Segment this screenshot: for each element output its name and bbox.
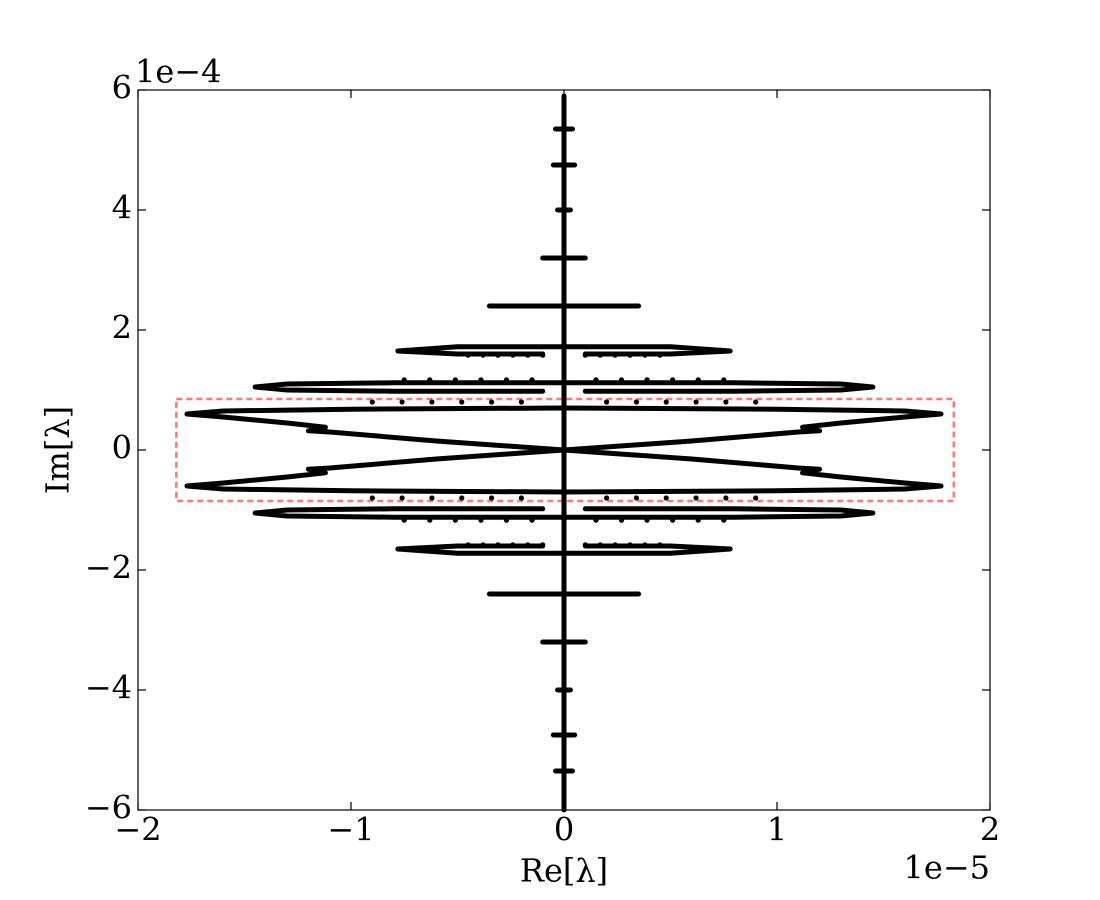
eigenvalue-point bbox=[452, 517, 458, 523]
eigenvalue-point bbox=[723, 495, 729, 501]
eigenvalue-point bbox=[753, 399, 759, 405]
y-tick-label: 2 bbox=[112, 309, 132, 347]
eigenvalue-point bbox=[627, 542, 633, 548]
eigenvalue-point bbox=[495, 542, 501, 548]
eigenvalue-point bbox=[369, 399, 375, 405]
x-tick-label: 0 bbox=[554, 811, 574, 849]
eigenvalue-point bbox=[633, 495, 640, 501]
y-axis-label: Im[λ] bbox=[39, 406, 77, 494]
eigenvalue-point bbox=[695, 377, 701, 383]
eigenvalue-point bbox=[399, 495, 405, 501]
eigenvalue-point bbox=[597, 542, 603, 548]
eigenvalue-point bbox=[657, 542, 663, 548]
eigenvalue-point bbox=[401, 517, 407, 523]
eigenvalue-point bbox=[642, 542, 648, 548]
eigenvalue-point bbox=[525, 352, 531, 358]
eigenvalue-point bbox=[540, 352, 546, 358]
eigenvalue-point bbox=[429, 399, 435, 405]
eigenvalue-point bbox=[518, 399, 525, 405]
eigenvalue-point bbox=[369, 495, 375, 501]
eigenvalue-point bbox=[459, 399, 465, 405]
eigenvalue-point bbox=[642, 352, 648, 358]
eigenvalue-point bbox=[670, 517, 676, 523]
eigenvalue-point bbox=[721, 517, 727, 523]
eigenvalue-point bbox=[518, 495, 525, 501]
eigenvalue-point bbox=[429, 495, 435, 501]
eigenvalue-point bbox=[465, 542, 471, 548]
y-tick-label: 6 bbox=[112, 69, 132, 107]
eigenvalue-point bbox=[459, 495, 465, 501]
eigenvalue-point bbox=[399, 399, 405, 405]
eigenvalue-curve bbox=[184, 405, 944, 495]
x-tick-label: 2 bbox=[980, 811, 1000, 849]
eigenvalue-point bbox=[540, 542, 546, 548]
eigenvalue-point bbox=[503, 377, 510, 383]
eigenvalue-point bbox=[723, 399, 729, 405]
eigenvalue-point bbox=[721, 377, 727, 383]
eigenvalue-point bbox=[670, 377, 676, 383]
x-tick-label: 1 bbox=[767, 811, 787, 849]
eigenvalue-point bbox=[597, 352, 603, 358]
eigenvalue-point bbox=[695, 517, 701, 523]
eigenvalue-curve bbox=[395, 543, 733, 556]
eigenvalue-point bbox=[525, 542, 531, 548]
eigenvalue-point bbox=[612, 352, 618, 358]
eigenvalue-point bbox=[657, 352, 663, 358]
eigenvalue-point bbox=[510, 352, 516, 358]
eigenvalue-point bbox=[644, 377, 650, 383]
eigenvalue-point bbox=[452, 377, 458, 383]
y-tick-label: −6 bbox=[85, 789, 132, 827]
eigenvalue-point bbox=[510, 542, 516, 548]
eigenvalue-point bbox=[633, 399, 640, 405]
eigenvalue-curve bbox=[252, 380, 876, 394]
y-offset-label: 1e−4 bbox=[135, 53, 221, 91]
x-offset-label: 1e−5 bbox=[904, 849, 990, 887]
eigenvalue-point bbox=[663, 495, 669, 501]
eigenvalue-point bbox=[427, 377, 433, 383]
eigenvalue-point bbox=[478, 517, 484, 523]
eigenvalue-point bbox=[618, 517, 625, 523]
eigenvalue-point bbox=[401, 377, 407, 383]
x-axis-label: Re[λ] bbox=[520, 852, 608, 890]
y-tick-label: −4 bbox=[85, 669, 132, 707]
eigenvalue-point bbox=[604, 399, 610, 405]
eigenvalue-point bbox=[663, 399, 669, 405]
x-tick-label: −1 bbox=[327, 811, 374, 849]
eigenvalue-point bbox=[503, 517, 510, 523]
eigenvalue-point bbox=[753, 495, 759, 501]
eigenvalue-point bbox=[465, 352, 471, 358]
y-tick-label: 4 bbox=[112, 189, 132, 227]
x-tick-label: −2 bbox=[114, 811, 161, 849]
eigenvalue-point bbox=[495, 352, 501, 358]
eigenvalue-point bbox=[582, 542, 588, 548]
eigenvalue-point bbox=[582, 352, 588, 358]
eigenvalue-point bbox=[488, 399, 495, 405]
y-tick-label: −2 bbox=[85, 549, 132, 587]
eigenvalue-point bbox=[488, 495, 495, 501]
y-tick-label: 0 bbox=[112, 429, 132, 467]
eigenvalue-point bbox=[480, 542, 486, 548]
eigenvalue-point bbox=[693, 495, 699, 501]
eigenvalue-point bbox=[529, 517, 535, 523]
eigenvalue-point bbox=[612, 542, 618, 548]
eigenvalue-point bbox=[480, 352, 486, 358]
eigenvalue-point bbox=[593, 517, 599, 523]
eigenvalue-point bbox=[604, 495, 610, 501]
eigenvalue-point bbox=[644, 517, 650, 523]
eigenvalue-point bbox=[693, 399, 699, 405]
eigenvalue-point bbox=[618, 377, 625, 383]
eigenvalue-curve bbox=[252, 506, 876, 520]
eigenvalue-point bbox=[627, 352, 633, 358]
eigenvalue-point bbox=[529, 377, 535, 383]
eigenvalue-point bbox=[427, 517, 433, 523]
eigenvalue-point bbox=[478, 377, 484, 383]
eigenvalue-point bbox=[593, 377, 599, 383]
eigenvalue-curve bbox=[395, 344, 733, 357]
